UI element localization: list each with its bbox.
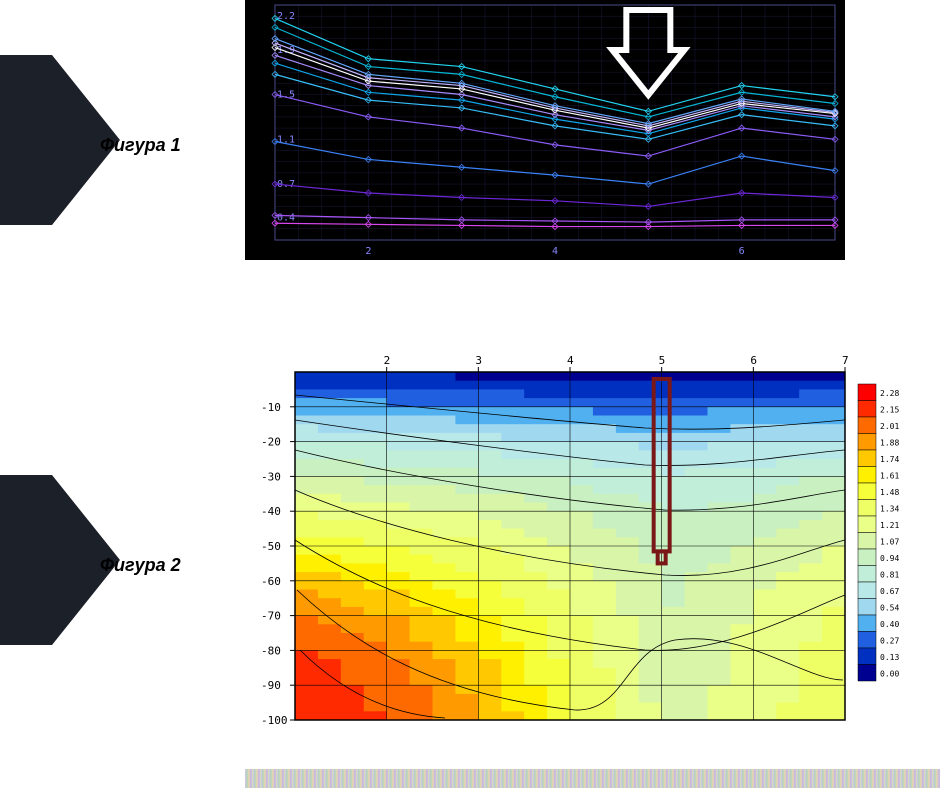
svg-text:0.13: 0.13 [880,653,899,662]
svg-text:0.67: 0.67 [880,587,899,596]
svg-text:0.00: 0.00 [880,670,899,679]
svg-text:1.61: 1.61 [880,472,899,481]
figure2-svg: 2 3 4 5 6 7 -10 -20 -30 -40 -50 -60 -70 -80 -90 -100 2.2… [245,350,910,730]
svg-text:0.27: 0.27 [880,637,899,646]
svg-text:-40: -40 [261,505,281,518]
svg-text:1.21: 1.21 [880,521,899,530]
svg-text:2: 2 [365,246,371,257]
figure2-heatmap: 2 3 4 5 6 7 -10 -20 -30 -40 -50 -60 -70 -80 -90 -100 2.2… [245,350,910,730]
svg-text:0.81: 0.81 [880,571,899,580]
svg-text:-20: -20 [261,436,281,449]
svg-text:-60: -60 [261,575,281,588]
figure1-label: Фигура 1 [100,135,181,156]
svg-text:7: 7 [842,354,849,367]
svg-text:5: 5 [659,354,666,367]
svg-text:1.88: 1.88 [880,439,899,448]
svg-text:3: 3 [475,354,482,367]
svg-text:0.54: 0.54 [880,604,899,613]
svg-text:-80: -80 [261,644,281,657]
svg-text:0.94: 0.94 [880,554,899,563]
svg-text:2.28: 2.28 [880,389,899,398]
figure2-label: Фигура 2 [100,555,181,576]
svg-text:1.74: 1.74 [880,455,899,464]
svg-text:0.4: 0.4 [277,213,295,224]
svg-text:-30: -30 [261,470,281,483]
svg-text:0.40: 0.40 [880,620,899,629]
svg-text:-70: -70 [261,610,281,623]
figure1-svg: 2.21.91.51.10.70.4246 [245,0,845,260]
svg-text:2: 2 [384,354,391,367]
figure1-linechart: 2.21.91.51.10.70.4246 [245,0,845,260]
noise-strip [245,769,940,788]
svg-text:6: 6 [739,246,745,257]
svg-text:-10: -10 [261,401,281,414]
svg-text:-90: -90 [261,679,281,692]
svg-text:2.01: 2.01 [880,422,899,431]
svg-text:4: 4 [567,354,574,367]
svg-text:-100: -100 [261,714,288,727]
svg-text:1.48: 1.48 [880,488,899,497]
svg-text:-50: -50 [261,540,281,553]
svg-text:4: 4 [552,246,558,257]
svg-text:6: 6 [750,354,757,367]
svg-text:1.34: 1.34 [880,505,899,514]
svg-text:1.07: 1.07 [880,538,899,547]
svg-text:2.15: 2.15 [880,406,899,415]
